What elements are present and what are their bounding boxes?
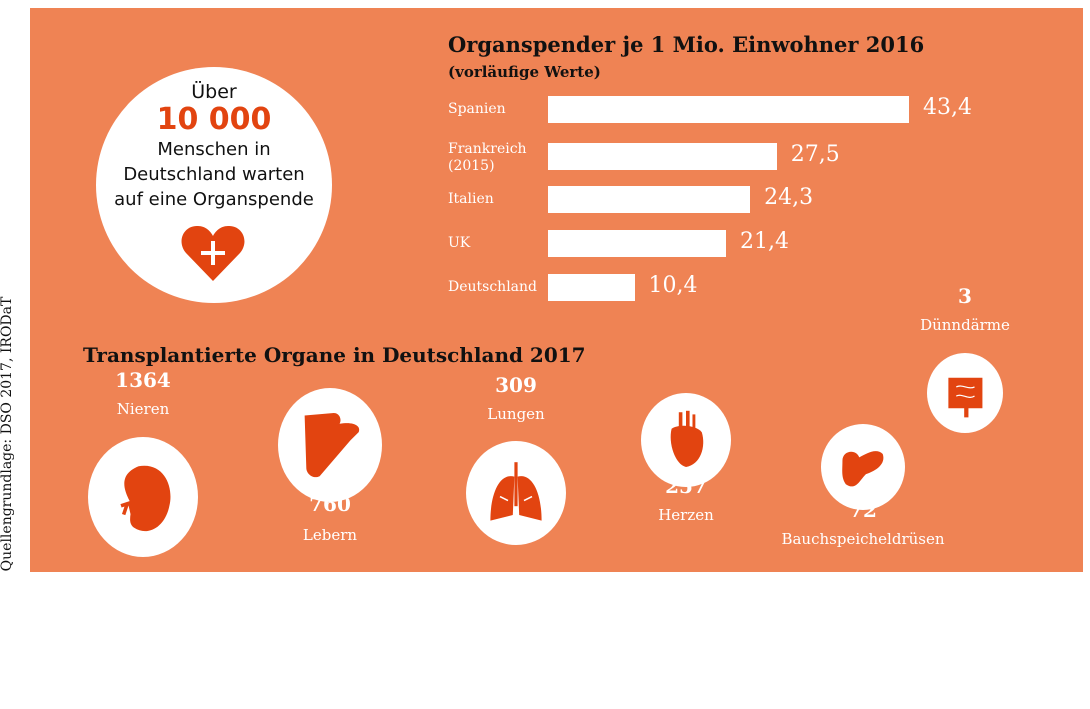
- organ-circle-nieren: [88, 437, 198, 557]
- callout-line1: Über: [191, 81, 237, 103]
- bar-label-text: UK: [448, 235, 471, 251]
- bar-label: Spanien: [448, 101, 506, 118]
- bar-value-label: 21,4: [740, 229, 789, 254]
- organ-circle-herzen: [641, 393, 731, 487]
- organ-count: 72: [849, 498, 877, 522]
- bar-value-label: 24,3: [764, 185, 814, 210]
- liver-icon: [305, 413, 360, 478]
- bar-label-text: Italien: [448, 191, 494, 207]
- bar-label: Italien: [448, 191, 494, 208]
- callout-line2: Menschen in: [157, 139, 271, 160]
- bar-value-label: 10,4: [648, 273, 698, 298]
- lungs-icon: [490, 462, 542, 521]
- organ-name: Herzen: [658, 506, 714, 524]
- callout-number: 10 000: [156, 102, 272, 137]
- bar-label: Frankreich (2015): [448, 141, 527, 175]
- organ-circle-dünndärme: [927, 353, 1003, 433]
- organ-name: Lungen: [487, 405, 545, 423]
- bar: [548, 143, 777, 170]
- bar: [548, 274, 635, 301]
- organ-name: Nieren: [116, 400, 170, 418]
- waiting-callout: Über 10 000 Menschen in Deutschland wart…: [96, 67, 332, 303]
- bar-label: UK: [448, 235, 470, 252]
- organ-chart-title: Transplantierte Organe in Deutschland 20…: [83, 343, 586, 367]
- bar: [548, 186, 751, 213]
- organ-name: Dünndärme: [920, 316, 1010, 334]
- organ-circle-lebern: [278, 388, 382, 502]
- organ-circle-lungen: [466, 441, 566, 545]
- organ-name: Bauchspeicheldrüsen: [781, 530, 945, 548]
- kidney-icon: [120, 465, 171, 532]
- organ-name: Lebern: [302, 526, 358, 544]
- callout-line4: auf eine Organspende: [114, 189, 314, 210]
- organ-count: 309: [495, 373, 537, 397]
- heart-plus-icon: [181, 225, 245, 281]
- organ-circle-bauchspeicheldrüsen: [821, 424, 905, 510]
- intestine-icon: [947, 377, 983, 418]
- bar-label-note: (2015): [448, 158, 495, 174]
- bar-value-label: 27,5: [790, 142, 840, 167]
- bar-label-text: Deutschland: [448, 279, 537, 295]
- source-note: Quellengrundlage: DSO 2017, IRODaT: [0, 296, 15, 572]
- callout-line3: Deutschland warten: [123, 164, 305, 185]
- bar-chart-subtitle: (vorläufige Werte): [448, 63, 601, 81]
- organ-count: 760: [309, 492, 351, 516]
- bar-value-label: 43,4: [923, 95, 972, 120]
- bar-label-text: Frankreich: [448, 141, 527, 157]
- heart-organ-icon: [670, 411, 704, 468]
- bar-label-text: Spanien: [448, 101, 506, 117]
- bar-chart-title: Organspender je 1 Mio. Einwohner 2016: [448, 32, 925, 57]
- bar: [548, 96, 909, 123]
- pancreas-icon: [842, 450, 884, 487]
- organ-count: 3: [958, 284, 972, 308]
- organ-count: 257: [665, 474, 707, 498]
- bar: [548, 230, 726, 257]
- bar-label: Deutschland: [448, 279, 537, 296]
- organ-count: 1364: [115, 368, 171, 392]
